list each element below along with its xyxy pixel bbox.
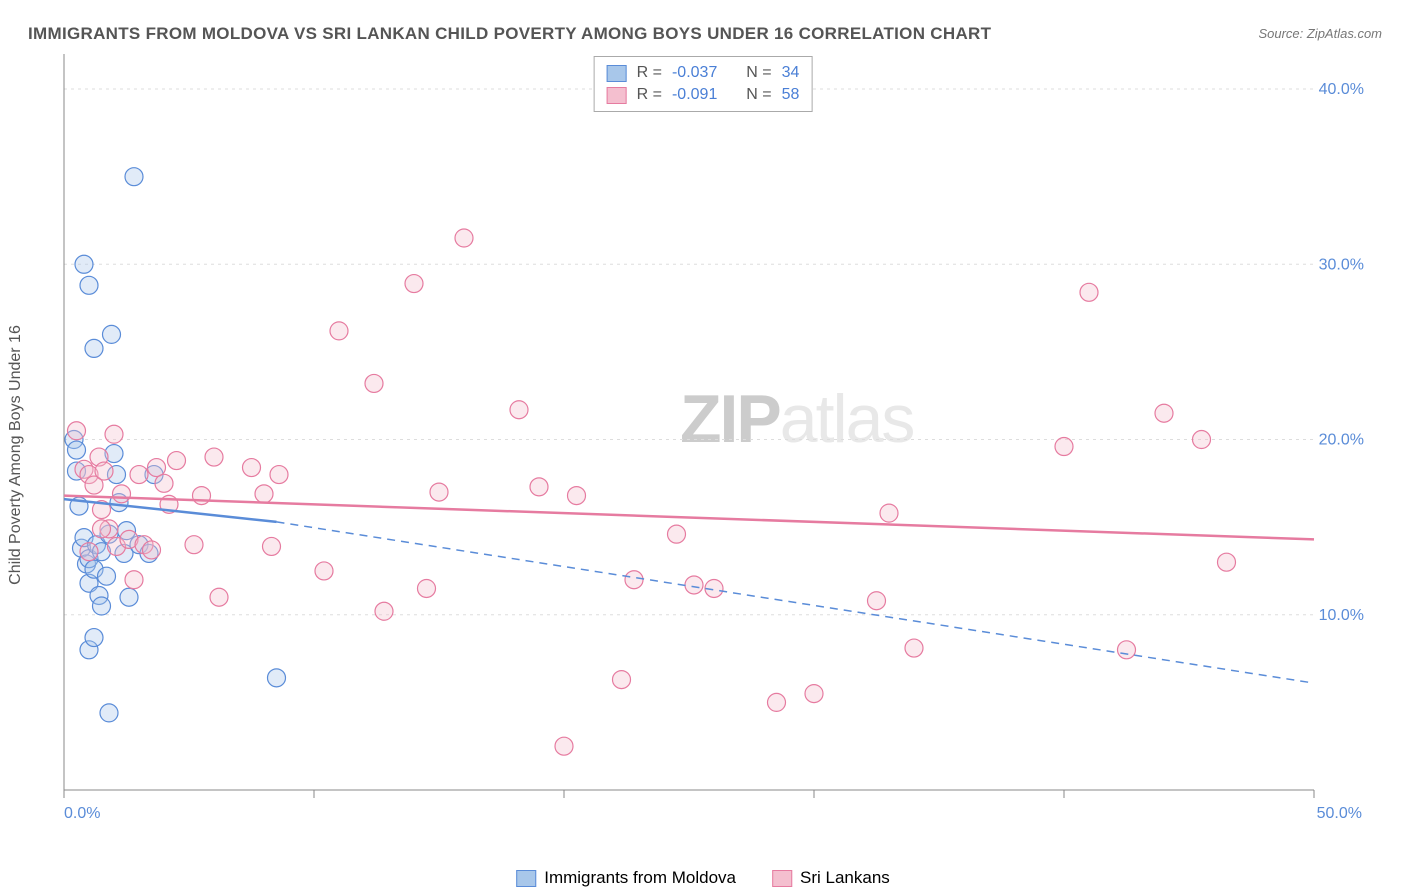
r-value-moldova: -0.037 xyxy=(672,64,717,82)
svg-text:40.0%: 40.0% xyxy=(1319,81,1364,98)
svg-text:0.0%: 0.0% xyxy=(64,805,100,822)
r-label: R = xyxy=(637,86,662,104)
y-axis-label: Child Poverty Among Boys Under 16 xyxy=(7,325,25,585)
legend-item-srilankan: Sri Lankans xyxy=(772,868,890,888)
legend-row-moldova: R = -0.037 N = 34 xyxy=(607,62,800,84)
swatch-moldova xyxy=(516,870,536,887)
chart-title: IMMIGRANTS FROM MOLDOVA VS SRI LANKAN CH… xyxy=(28,24,991,44)
legend-label: Immigrants from Moldova xyxy=(544,868,736,888)
svg-text:30.0%: 30.0% xyxy=(1319,256,1364,273)
n-label: N = xyxy=(746,64,771,82)
swatch-srilankan xyxy=(607,87,627,104)
n-value-srilankan: 58 xyxy=(782,86,800,104)
legend-label: Sri Lankans xyxy=(800,868,890,888)
r-label: R = xyxy=(637,64,662,82)
svg-text:10.0%: 10.0% xyxy=(1319,607,1364,624)
source-label: Source: ZipAtlas.com xyxy=(1258,26,1382,41)
n-label: N = xyxy=(746,86,771,104)
n-value-moldova: 34 xyxy=(782,64,800,82)
legend-item-moldova: Immigrants from Moldova xyxy=(516,868,736,888)
correlation-legend: R = -0.037 N = 34 R = -0.091 N = 58 xyxy=(594,56,813,112)
svg-text:50.0%: 50.0% xyxy=(1317,805,1362,822)
swatch-moldova xyxy=(607,65,627,82)
svg-text:20.0%: 20.0% xyxy=(1319,432,1364,449)
legend-row-srilankan: R = -0.091 N = 58 xyxy=(607,84,800,106)
swatch-srilankan xyxy=(772,870,792,887)
series-legend: Immigrants from Moldova Sri Lankans xyxy=(516,868,890,888)
r-value-srilankan: -0.091 xyxy=(672,86,717,104)
scatter-chart: 10.0% 20.0% 30.0% 40.0% 0.0% 50.0% xyxy=(56,54,1376,834)
